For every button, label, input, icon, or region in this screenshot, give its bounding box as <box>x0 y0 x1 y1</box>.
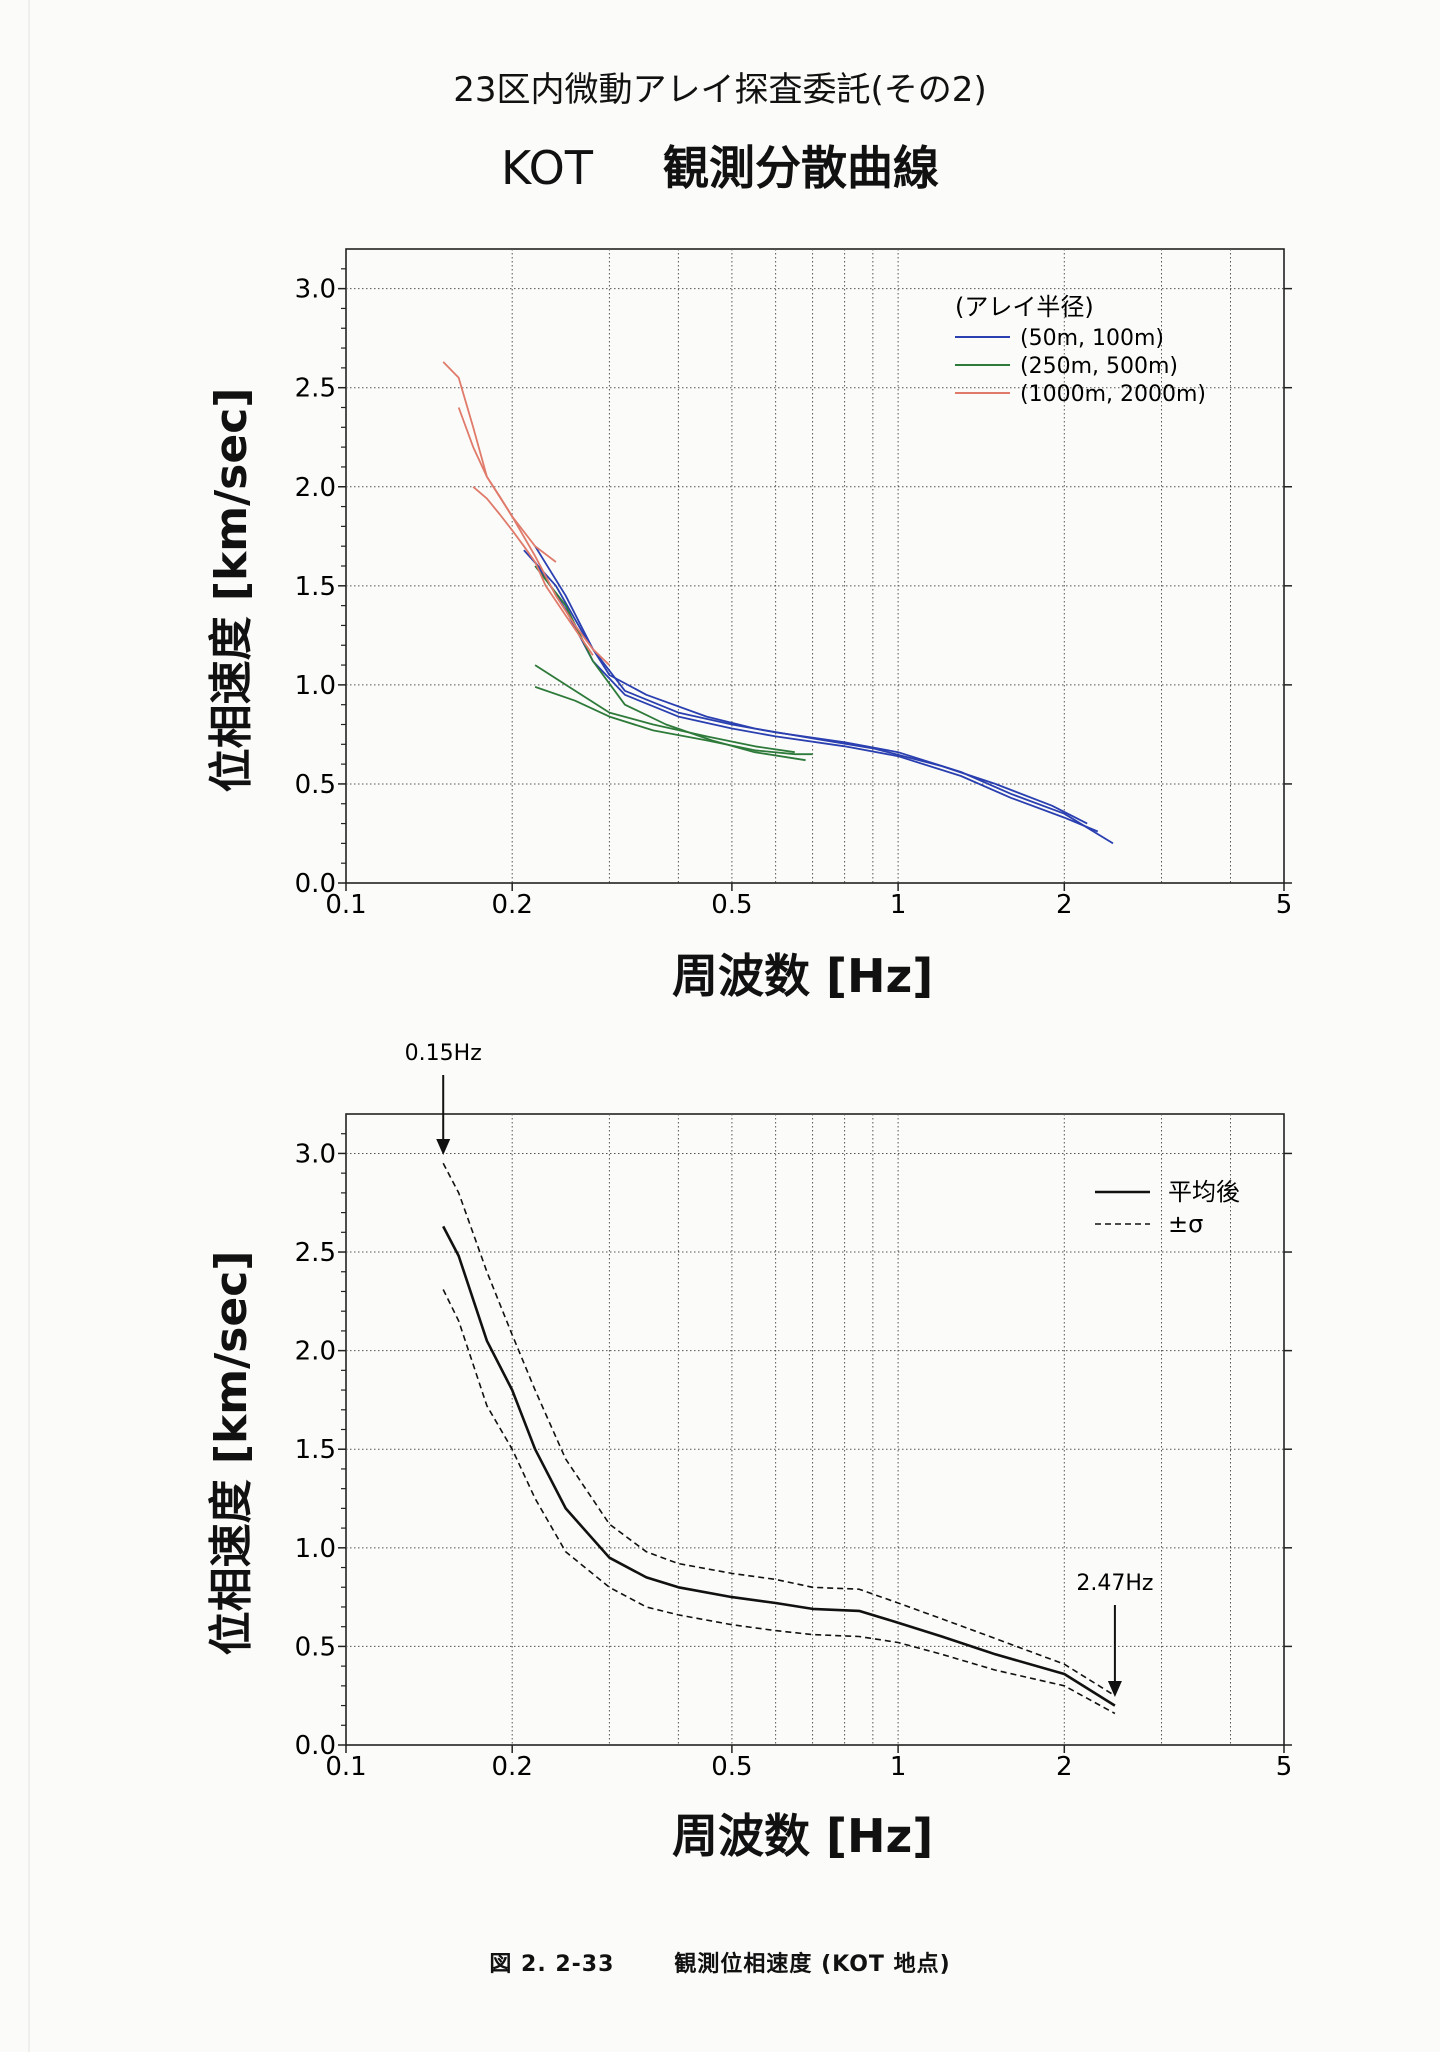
series-line-3 <box>472 486 594 656</box>
chart-title: KOT 観測分散曲線 <box>0 132 1440 198</box>
x-tick-label: 0.5 <box>711 890 752 920</box>
dispersion-chart-observed: 0.0 0.5 1.0 1.5 2.0 2.5 3.0 0.1 0.2 0.5 1 2 5 (アレイ半径)… <box>295 248 1293 920</box>
y-tick-label: 1.5 <box>295 1435 336 1465</box>
y-tick-label: 1.5 <box>295 572 336 602</box>
legend-label: 平均後 <box>1168 1178 1240 1206</box>
figure-caption: 図 2. 2-33 観測位相速度 (KOT 地点) <box>0 1946 1440 1978</box>
dispersion-chart-averaged: 0.0 0.5 1.0 1.5 2.0 2.5 3.0 0.1 0.2 0.5 1 2 5 平均後 ±σ 0.… <box>295 1041 1293 1782</box>
legend-label: (250m, 500m) <box>1020 354 1178 379</box>
report-title: 23区内微動アレイ探査委託(その2) <box>453 70 987 110</box>
x-tick-label: 0.2 <box>492 890 533 920</box>
x-tick-label: 5 <box>1276 890 1293 920</box>
series-line-1 <box>523 549 1088 825</box>
annotation-arrow-head <box>436 1139 451 1155</box>
annotation-label: 0.15Hz <box>405 1041 482 1066</box>
chart-title-text: 観測分散曲線 <box>662 141 939 195</box>
legend-label: ±σ <box>1168 1210 1203 1238</box>
annotation-label: 2.47Hz <box>1076 1571 1153 1596</box>
legend-label: (1000m, 2000m) <box>1020 382 1206 407</box>
x-tick-label: 0.2 <box>492 1752 533 1782</box>
x-tick-label: 2 <box>1056 1752 1073 1782</box>
y-tick-label: 0.0 <box>295 869 336 899</box>
y-tick-label: 2.0 <box>295 473 336 503</box>
series-line-3 <box>457 407 557 563</box>
x-tick-label: 0.1 <box>325 1752 366 1782</box>
y-tick-label: 0.5 <box>295 1632 336 1662</box>
series-line-2 <box>534 565 806 762</box>
series-line-2 <box>534 686 813 756</box>
site-code: KOT <box>501 141 593 195</box>
series-line-1 <box>534 545 1114 845</box>
series-line-3 <box>442 1289 1116 1715</box>
x-tick-label: 1 <box>890 1752 907 1782</box>
x-tick-label: 5 <box>1276 1752 1293 1782</box>
y-tick-label: 1.0 <box>295 671 336 701</box>
y-tick-label: 0.0 <box>295 1731 336 1761</box>
y-tick-label: 2.5 <box>295 1238 336 1268</box>
y-tick-label: 3.0 <box>295 275 336 305</box>
x-tick-label: 1 <box>890 890 907 920</box>
y-tick-label: 0.5 <box>295 770 336 800</box>
figure-number: 図 2. 2-33 <box>489 1952 615 1977</box>
legend-label: (50m, 100m) <box>1020 326 1164 351</box>
legend-title: (アレイ半径) <box>955 293 1094 321</box>
x-tick-label: 0.1 <box>325 890 366 920</box>
y-tick-label: 1.0 <box>295 1534 336 1564</box>
y-tick-label: 2.5 <box>295 374 336 404</box>
x-axis-label-2: 周波数 [Hz] <box>672 1809 934 1863</box>
x-axis-label-1: 周波数 [Hz] <box>672 949 934 1003</box>
figure-caption-text: 観測位相速度 (KOT 地点) <box>674 1952 951 1977</box>
page-edge <box>28 0 30 2052</box>
x-tick-label: 2 <box>1056 890 1073 920</box>
x-tick-label: 0.5 <box>711 1752 752 1782</box>
series-line-1 <box>442 1225 1116 1707</box>
series-line-3 <box>442 361 611 666</box>
y-tick-label: 2.0 <box>295 1337 336 1367</box>
series-line-2 <box>534 664 795 754</box>
annotation-arrow-head <box>1107 1681 1122 1697</box>
series-line-2 <box>442 1162 1116 1697</box>
plot-frame <box>345 1113 1285 1746</box>
y-tick-label: 3.0 <box>295 1139 336 1169</box>
